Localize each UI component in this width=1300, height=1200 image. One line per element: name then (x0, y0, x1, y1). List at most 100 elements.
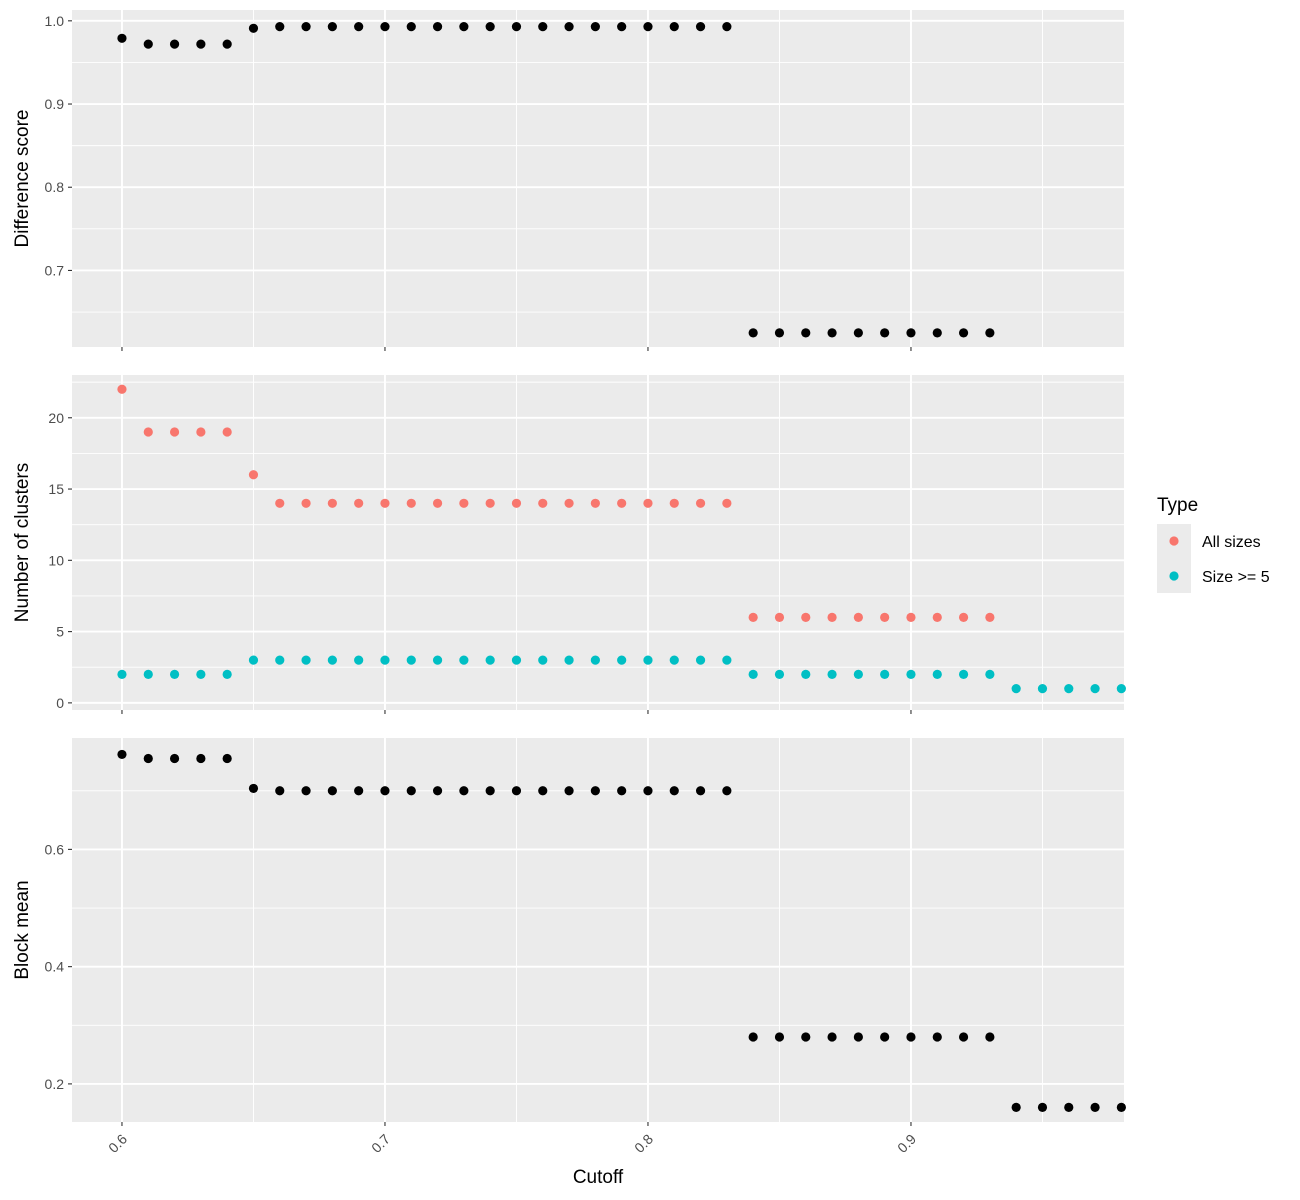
data-point (380, 498, 390, 508)
data-point (958, 669, 969, 679)
data-point (774, 612, 785, 622)
data-point (275, 22, 285, 32)
data-point (1064, 684, 1074, 694)
data-point (880, 669, 890, 679)
data-point (932, 669, 942, 679)
x-axis-ticks: 0.6 0.7 0.8 0.9 (105, 1131, 919, 1156)
y-tick-label: 0.8 (45, 179, 65, 195)
data-point (1116, 684, 1126, 694)
data-point (511, 786, 522, 796)
data-point (485, 498, 495, 508)
chart-panels: 0.7 0.8 0.9 1.0 Difference score 0 5 10 15 20 Numb… (12, 10, 1126, 1126)
data-point (169, 753, 180, 764)
data-point (169, 39, 180, 49)
data-point (459, 22, 469, 32)
data-point (538, 498, 548, 508)
data-point (801, 612, 811, 622)
data-point (669, 655, 679, 665)
data-point (590, 786, 600, 796)
data-point (617, 786, 627, 796)
legend-label: Size >= 5 (1202, 569, 1270, 586)
y-axis-title: Number of clusters (12, 463, 33, 622)
data-point (275, 498, 285, 508)
legend-label: All sizes (1202, 534, 1261, 551)
data-point (327, 498, 337, 508)
data-point (169, 427, 180, 437)
data-point (1011, 1102, 1021, 1112)
data-point (511, 498, 522, 508)
data-point (1037, 684, 1048, 694)
data-point (406, 786, 416, 796)
data-point (880, 612, 890, 622)
data-point (617, 655, 627, 665)
data-point (748, 612, 758, 622)
data-point (564, 498, 574, 508)
data-point (643, 498, 653, 508)
data-point (327, 655, 337, 665)
data-point (985, 1032, 995, 1042)
data-point (1064, 1102, 1074, 1112)
data-point (485, 655, 495, 665)
data-point (538, 655, 548, 665)
data-point (590, 22, 600, 32)
data-point (143, 427, 153, 437)
data-point (301, 786, 311, 796)
data-point (248, 23, 259, 33)
legend: Type All sizes Size >= 5 (1157, 495, 1270, 593)
data-point (327, 22, 337, 32)
data-point (695, 786, 706, 796)
data-point (143, 753, 153, 764)
x-tick-label: 0.8 (631, 1131, 656, 1156)
data-point (301, 498, 311, 508)
data-point (222, 669, 232, 679)
panel-2: 0 5 10 15 20 Number of clusters (12, 375, 1126, 714)
data-point (564, 786, 574, 796)
data-point (695, 22, 706, 32)
data-point (432, 655, 443, 665)
data-point (1011, 684, 1021, 694)
data-point (827, 612, 837, 622)
data-point (196, 669, 206, 679)
y-tick-label: 10 (48, 552, 64, 568)
data-point (801, 328, 811, 338)
data-point (906, 1032, 916, 1042)
panel-background (72, 738, 1124, 1122)
legend-key (1169, 536, 1179, 546)
data-point (354, 786, 364, 796)
data-point (327, 786, 337, 796)
data-point (485, 786, 495, 796)
data-point (222, 753, 232, 764)
data-point (774, 1032, 785, 1042)
data-point (459, 498, 469, 508)
data-point (117, 749, 127, 760)
data-point (117, 669, 127, 679)
data-point (196, 753, 206, 764)
data-point (406, 655, 416, 665)
data-point (196, 39, 206, 49)
data-point (222, 39, 232, 49)
data-point (432, 22, 443, 32)
data-point (774, 328, 785, 338)
data-point (801, 1032, 811, 1042)
data-point (275, 655, 285, 665)
y-tick-label: 0.2 (45, 1076, 65, 1092)
data-point (538, 22, 548, 32)
data-point (985, 612, 995, 622)
data-point (248, 783, 259, 794)
data-point (432, 498, 443, 508)
data-point (985, 328, 995, 338)
y-axis-title: Block mean (12, 880, 33, 979)
data-point (932, 328, 942, 338)
legend-key-background (1157, 524, 1191, 593)
data-point (459, 655, 469, 665)
data-point (669, 786, 679, 796)
data-point (906, 612, 916, 622)
data-point (748, 328, 758, 338)
data-point (1090, 1102, 1100, 1112)
data-point (590, 498, 600, 508)
y-tick-label: 15 (48, 481, 64, 497)
data-point (1037, 1102, 1048, 1112)
data-point (380, 655, 390, 665)
data-point (564, 22, 574, 32)
data-point (617, 498, 627, 508)
